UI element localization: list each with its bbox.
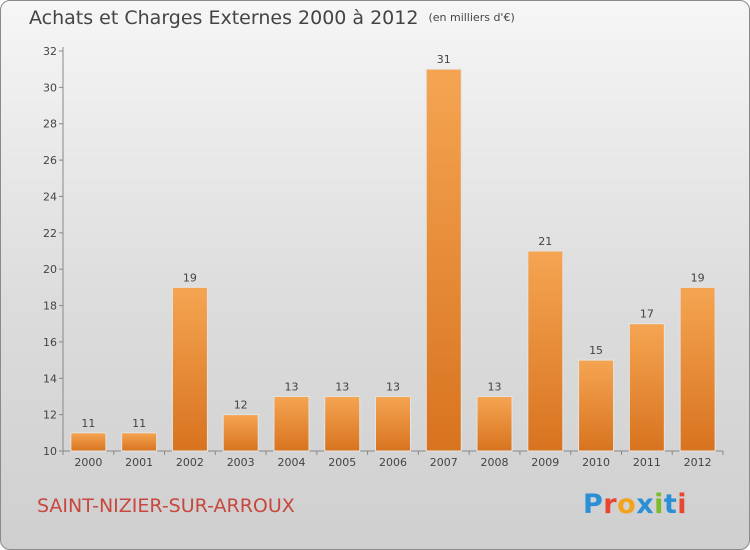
data-label-2007: 31 (437, 53, 451, 66)
y-tick-label: 24 (43, 190, 57, 203)
y-tick-label: 18 (43, 300, 57, 313)
chart-title: Achats et Charges Externes 2000 à 2012 (e… (29, 7, 515, 29)
logo-letter: r (603, 489, 618, 520)
logo-letter: P (583, 489, 604, 520)
data-label-2000: 11 (81, 417, 95, 430)
chart-labels: 11 2000 11 2001 19 2002 12 2003 13 2004 13 2005 13 20… (74, 53, 711, 469)
data-label-2005: 13 (335, 380, 349, 393)
y-tick-label: 14 (43, 372, 57, 385)
x-tick-label-2005: 2005 (328, 456, 356, 469)
logo-letter: o (617, 489, 637, 520)
data-label-2009: 21 (538, 235, 552, 248)
y-tick-label: 32 (43, 45, 57, 58)
x-tick-label-2000: 2000 (74, 456, 102, 469)
data-label-2008: 13 (488, 380, 502, 393)
bar-2012 (679, 286, 716, 452)
bar-2007 (425, 68, 462, 452)
bar-2005 (324, 395, 361, 452)
bar-2000 (70, 432, 107, 452)
logo-letter: t (663, 489, 678, 520)
y-tick-label: 10 (43, 445, 57, 458)
y-tick-label: 28 (43, 118, 57, 131)
data-label-2006: 13 (386, 380, 400, 393)
commune-name: SAINT-NIZIER-SUR-ARROUX (37, 495, 295, 517)
y-tick-label: 26 (43, 154, 57, 167)
x-tick-label-2008: 2008 (481, 456, 509, 469)
data-label-2004: 13 (284, 380, 298, 393)
x-tick-label-2011: 2011 (633, 456, 661, 469)
y-tick-label: 12 (43, 409, 57, 422)
logo-letter: i (654, 489, 664, 520)
bar-2008 (476, 395, 513, 452)
chart-title-text: Achats et Charges Externes 2000 à 2012 (29, 7, 419, 29)
data-label-2002: 19 (183, 271, 197, 284)
bar-2003 (222, 414, 259, 452)
x-tick-label-2002: 2002 (176, 456, 204, 469)
logo-letter: i (677, 489, 688, 520)
bar-2001 (121, 432, 158, 452)
y-tick-label: 30 (43, 81, 57, 94)
data-label-2003: 12 (234, 399, 248, 412)
bar-2004 (273, 395, 310, 452)
bar-2006 (375, 395, 411, 452)
data-label-2012: 19 (691, 271, 705, 284)
x-tick-label-2001: 2001 (125, 456, 153, 469)
chart-bars (70, 68, 716, 452)
data-label-2010: 15 (589, 344, 603, 357)
x-tick-label-2003: 2003 (227, 456, 255, 469)
y-tick-label: 16 (43, 336, 57, 349)
x-tick-label-2004: 2004 (277, 456, 305, 469)
data-label-2001: 11 (132, 417, 146, 430)
x-tick-label-2010: 2010 (582, 456, 610, 469)
bar-2011 (628, 323, 665, 452)
bar-2009 (527, 250, 564, 452)
data-label-2011: 17 (640, 308, 654, 321)
x-tick-label-2009: 2009 (531, 456, 559, 469)
y-tick-label: 22 (43, 227, 57, 240)
x-tick-label-2007: 2007 (430, 456, 458, 469)
y-tick-label: 20 (43, 263, 57, 276)
x-tick-label-2006: 2006 (379, 456, 407, 469)
bar-2002 (171, 286, 208, 452)
proxiti-logo[interactable]: Proxiti (583, 489, 687, 520)
bar-2010 (578, 359, 615, 452)
chart-subtitle: (en milliers d'€) (428, 11, 515, 24)
x-tick-label-2012: 2012 (684, 456, 712, 469)
logo-letter: x (636, 489, 655, 520)
